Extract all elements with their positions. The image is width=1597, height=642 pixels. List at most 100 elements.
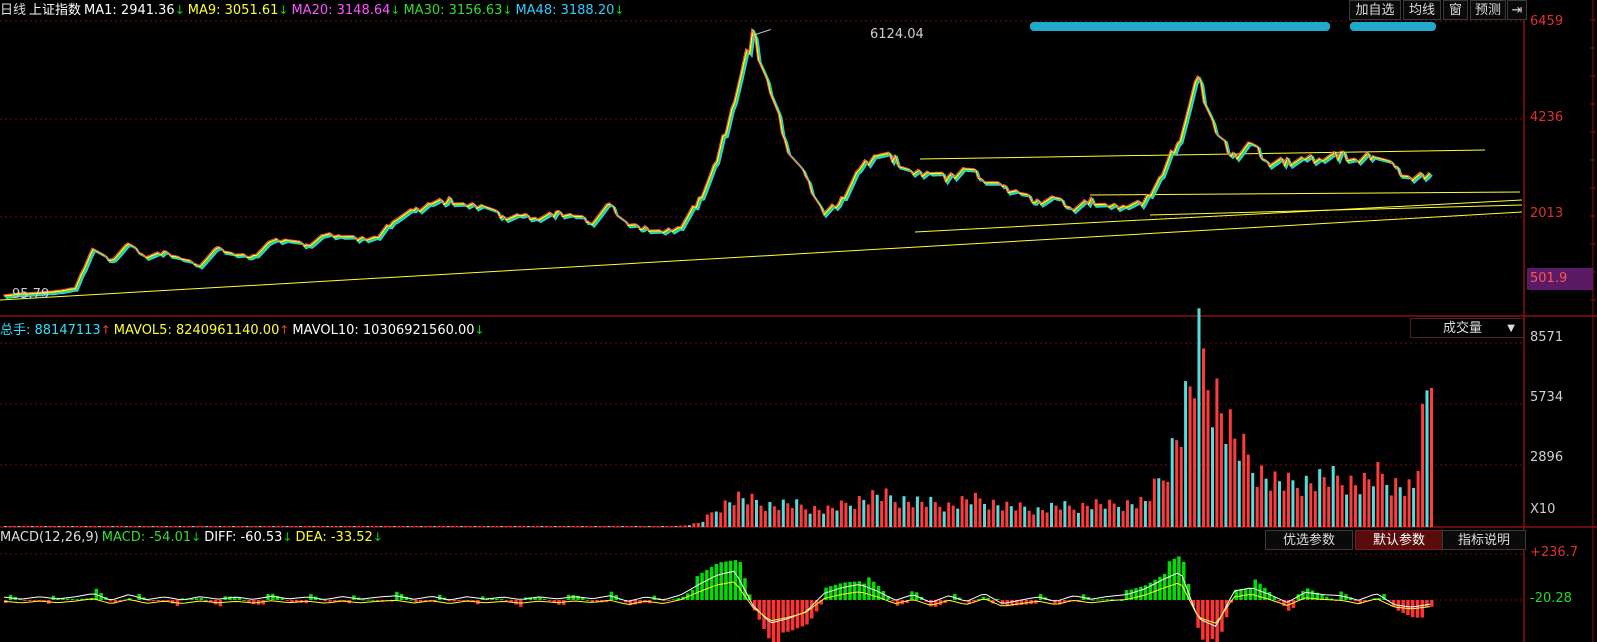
macd-bar (404, 596, 409, 600)
volume-bar (164, 526, 168, 527)
volume-bar (419, 526, 423, 527)
preferred-params-button[interactable]: 优选参数 (1265, 530, 1353, 550)
volume-bar (334, 526, 338, 527)
volume-bar (433, 526, 437, 527)
volume-bar (1389, 495, 1393, 527)
volume-bar (290, 526, 294, 527)
volume-bar (1054, 505, 1058, 527)
volume-bar (991, 499, 995, 527)
volume-bar (156, 526, 159, 527)
default-params-button[interactable]: 默认参数 (1355, 530, 1443, 550)
macd-bar (781, 600, 785, 633)
macd-bar (480, 596, 485, 600)
volume-bar (710, 512, 714, 527)
macd-bar (762, 600, 766, 629)
macd-bar (66, 598, 70, 600)
macd-bar (128, 598, 132, 600)
macd-bar (1062, 600, 1067, 604)
ma-line-button[interactable]: 均线 (1403, 0, 1441, 20)
volume-bar (571, 526, 575, 527)
volume-bar (1219, 413, 1223, 527)
volume-bar (965, 499, 969, 527)
volume-bar (1161, 480, 1165, 527)
volume-bar (701, 521, 705, 527)
macd-bar (1234, 589, 1238, 600)
macd-bar (1015, 600, 1019, 606)
volume-bar (594, 526, 598, 527)
trend-line-2 (919, 149, 1486, 160)
macd-bar (1129, 589, 1133, 600)
volume-bar (862, 499, 866, 527)
macd-bar (905, 600, 909, 603)
trend-line-0 (0, 211, 1523, 301)
volume-bar (647, 526, 651, 527)
macd-bar (733, 560, 738, 600)
volume-bar (1358, 494, 1362, 527)
volume-bar (835, 510, 839, 527)
macd-bar (118, 600, 122, 601)
volume-bar (294, 526, 298, 527)
macd-bar (862, 583, 866, 600)
macd-bar (1358, 600, 1362, 604)
ma30-line (4, 28, 1432, 298)
volume-bar (124, 526, 128, 527)
volume-bar (406, 526, 410, 527)
indicator-select[interactable]: 成交量 ▼ (1410, 318, 1524, 338)
volume-bar (1412, 487, 1416, 527)
volume-bar (790, 508, 794, 527)
volume-bar (26, 526, 30, 527)
indicator-help-button[interactable]: 指标说明 (1442, 530, 1526, 550)
pin-icon[interactable]: ⇥ (1507, 0, 1527, 20)
macd-bar (857, 581, 862, 600)
macd-bar (438, 594, 442, 600)
macd-bar (285, 600, 289, 601)
macd-histogram (3, 556, 1434, 642)
macd-bar (204, 599, 208, 601)
volume-bar (115, 526, 119, 527)
volume-bar (1152, 478, 1156, 527)
volume-bar (227, 526, 231, 527)
volume-bar (969, 504, 973, 527)
volume-bar (1027, 510, 1031, 527)
macd-bar (495, 598, 499, 600)
volume-bar (947, 502, 951, 527)
volume-bar (1005, 501, 1009, 527)
macd-bar (581, 597, 585, 600)
volume-bar (455, 526, 459, 527)
macd-bar (1353, 600, 1358, 601)
volume-bar (1014, 510, 1018, 527)
volume-bar (1117, 507, 1121, 527)
macd-legend-item-0: MACD(12,26,9) (0, 530, 99, 545)
volume-bar (1264, 478, 1268, 527)
volume-bar (240, 526, 244, 527)
volume-bar (410, 526, 414, 527)
volume-bar (755, 499, 758, 527)
volume-bar (902, 496, 906, 527)
macd-bar (294, 600, 299, 603)
volume-bar (1354, 485, 1357, 527)
predict-button[interactable]: 预测 (1470, 0, 1506, 20)
volume-bar (218, 526, 222, 527)
volume-bar (884, 488, 888, 527)
macd-bar (323, 600, 327, 602)
add-watch-button[interactable]: 加自选 (1349, 0, 1401, 20)
macd-bar (786, 600, 790, 632)
macd-bar (328, 600, 332, 602)
macd-bar (986, 597, 990, 600)
macd-bar (1301, 590, 1305, 600)
volume-bar (656, 526, 660, 527)
volume-bar (1309, 483, 1313, 527)
volume-bar (1300, 495, 1304, 527)
macd-bar (848, 582, 852, 600)
ticker-bar-1 (1030, 22, 1330, 31)
macd-bar (972, 600, 976, 602)
volume-bar (728, 502, 732, 527)
macd-bar (1363, 600, 1367, 602)
window-button[interactable]: 窗 (1443, 0, 1468, 20)
volume-bar (48, 526, 52, 527)
macd-bar (1277, 600, 1281, 602)
price-line (2, 27, 1430, 296)
macd-bar (967, 600, 971, 604)
volume-bar (330, 526, 334, 527)
